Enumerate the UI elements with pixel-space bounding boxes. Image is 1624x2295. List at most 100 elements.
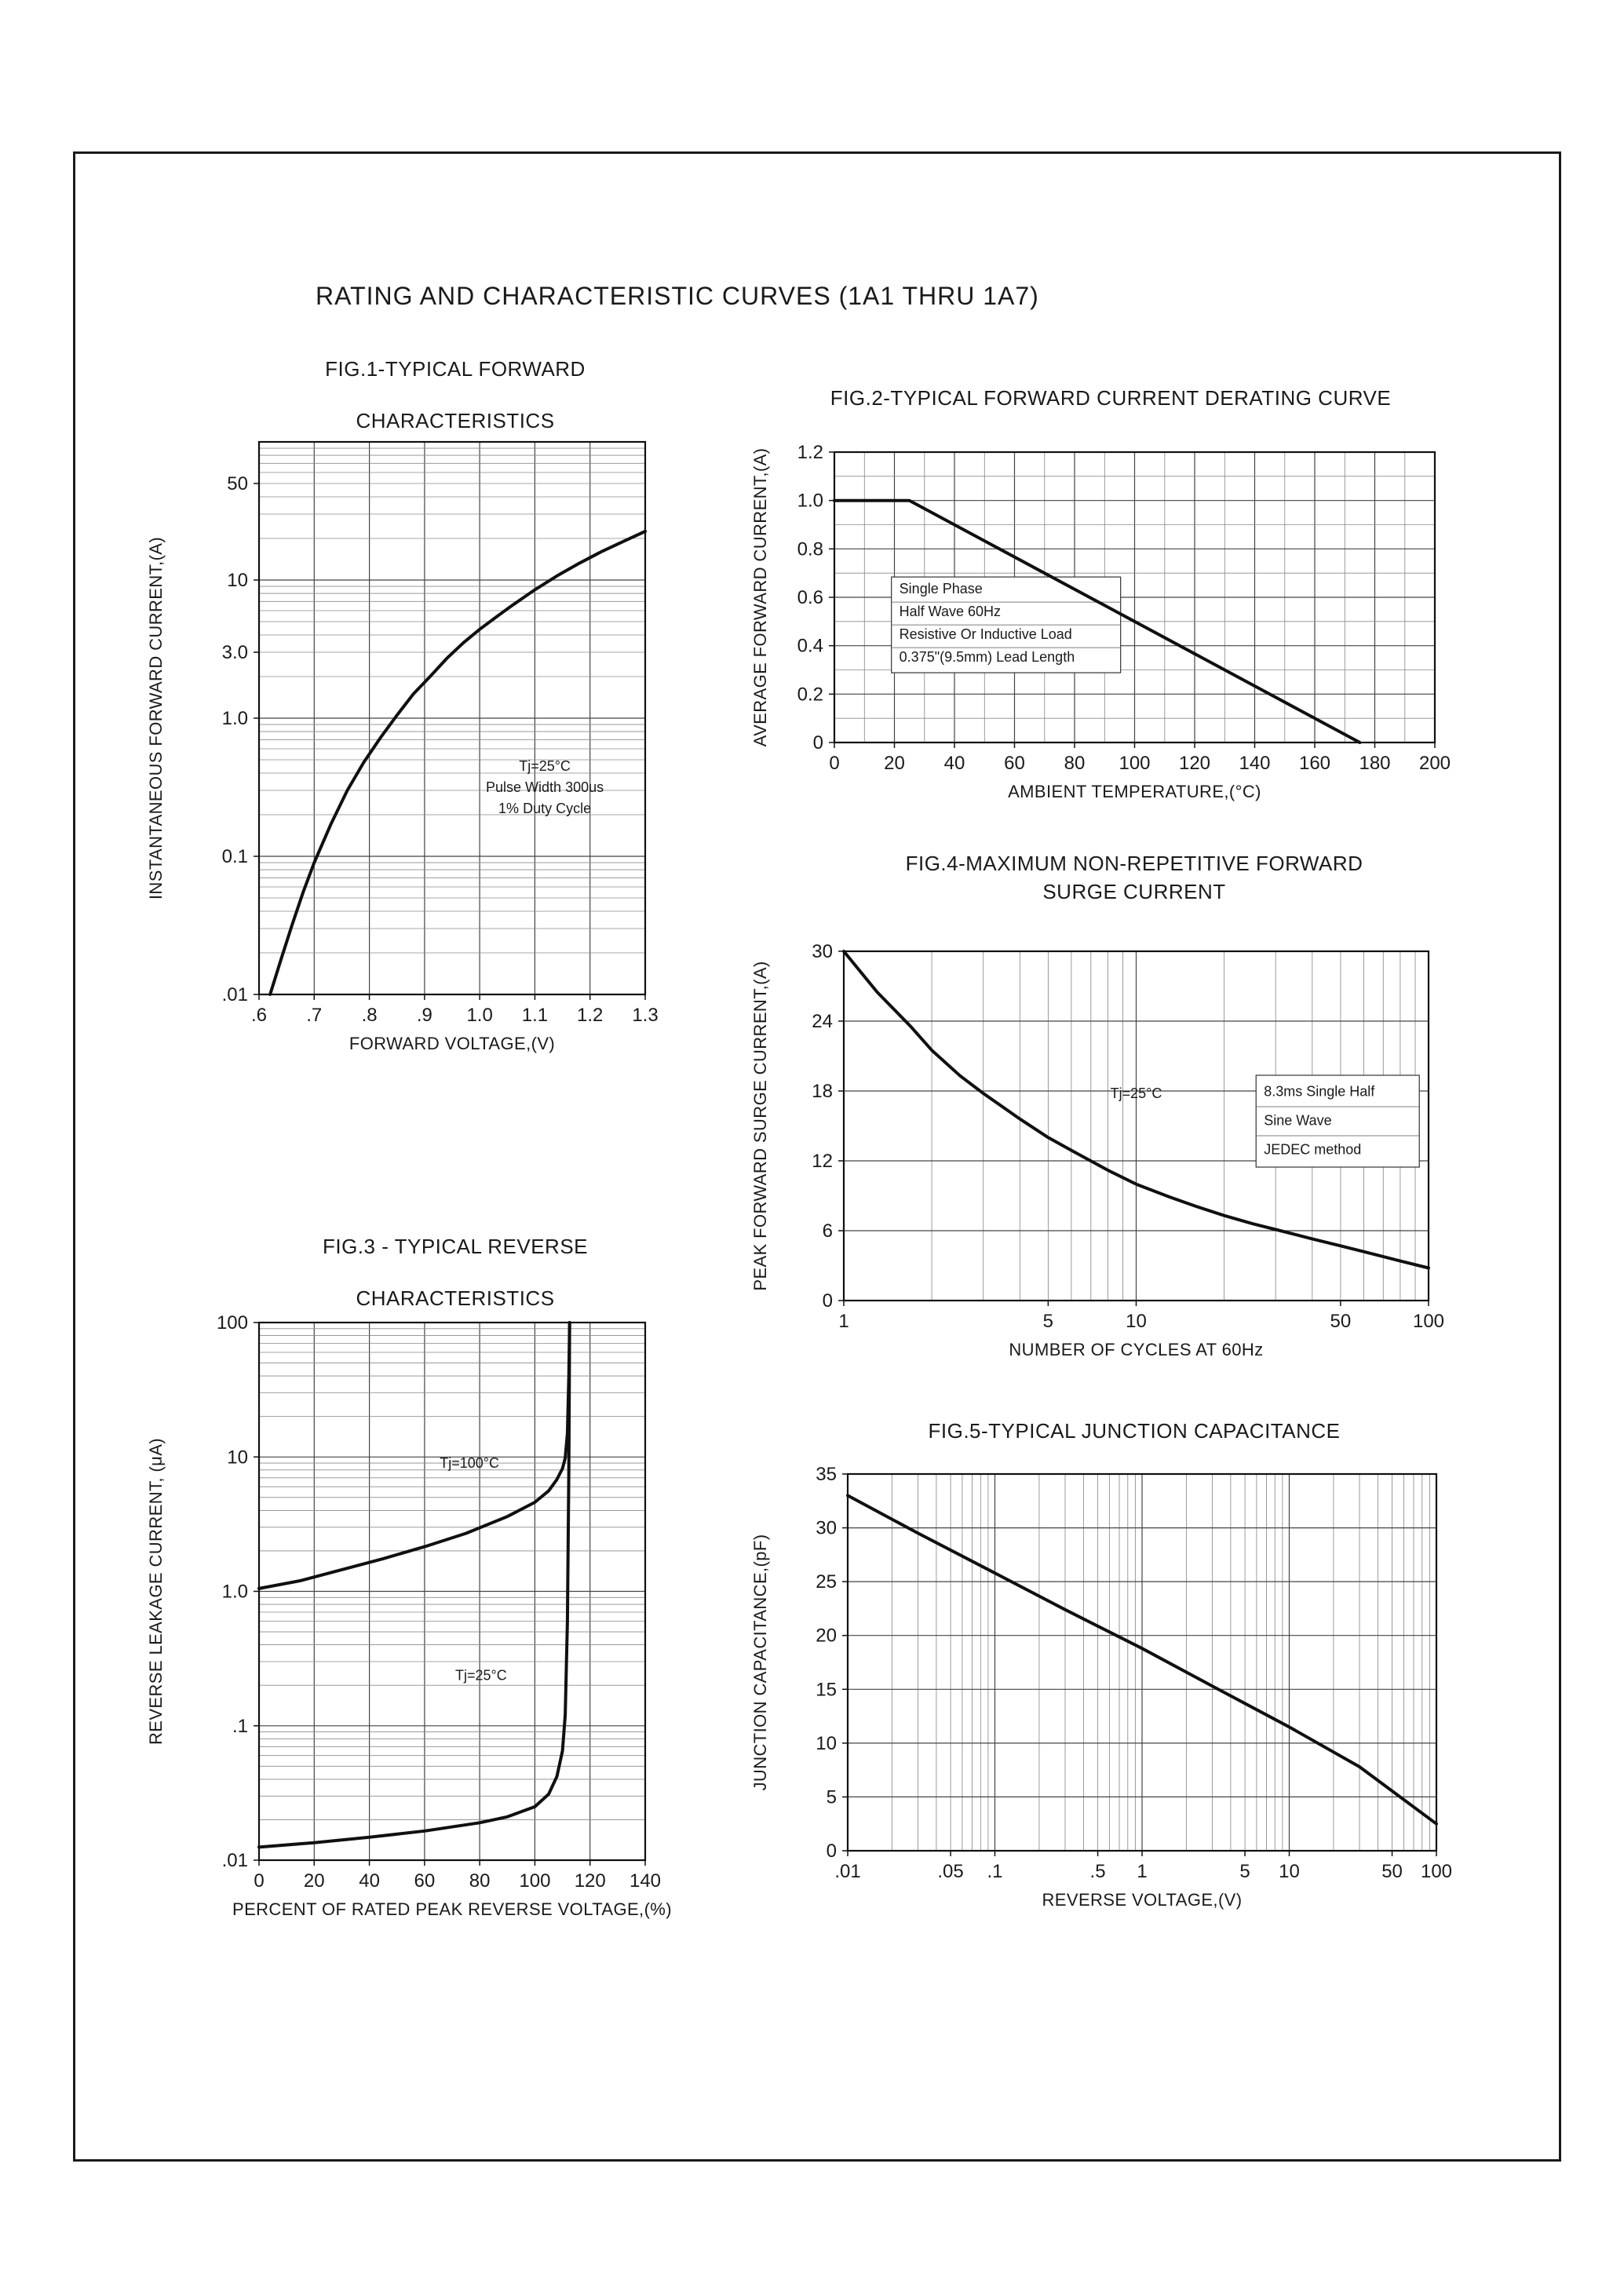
- x-axis-label: REVERSE VOLTAGE,(V): [1042, 1890, 1243, 1910]
- y-tick-label: .01: [222, 1850, 248, 1871]
- x-axis-label: NUMBER OF CYCLES AT 60Hz: [1009, 1340, 1263, 1359]
- y-tick-label: 12: [812, 1151, 833, 1172]
- x-tick-label: 0: [254, 1870, 264, 1892]
- fig3-reverse-characteristics-chart: Tj=100°C Tj=25°C 0 20 40 60 80 100 120 140 100 10 1.…: [146, 1312, 672, 1919]
- y-tick-label: 30: [816, 1518, 837, 1539]
- y-tick-label: 1.2: [797, 442, 823, 463]
- y-tick-label: 30: [812, 941, 833, 962]
- x-tick-label: 100: [1119, 753, 1150, 774]
- y-tick-label: 100: [217, 1312, 248, 1334]
- x-tick-label: 1.1: [522, 1005, 548, 1026]
- curve-Tj=100C-reverse: [257, 1321, 571, 1590]
- x-tick-label: 100: [1413, 1311, 1444, 1332]
- y-tick-label: .1: [232, 1716, 248, 1737]
- y-axis-label: REVERSE LEAKAGE CURRENT, (μA): [146, 1438, 166, 1745]
- fig2-title: FIG.2-TYPICAL FORWARD CURRENT DERATING C…: [830, 386, 1392, 410]
- curve-junction-capacitance: [846, 1494, 1438, 1826]
- y-tick-label: 10: [816, 1733, 837, 1754]
- x-tick-label: 0: [829, 753, 839, 774]
- x-tick-label: 60: [1004, 753, 1025, 774]
- x-tick-label: 140: [1239, 753, 1270, 774]
- annotation-text: Tj=25°C: [519, 758, 571, 774]
- y-axis-label: JUNCTION CAPACITANCE,(pF): [750, 1534, 770, 1791]
- x-tick-label: 5: [1043, 1311, 1053, 1332]
- x-tick-label: 20: [884, 753, 905, 774]
- annotation-text: Single Phase: [900, 581, 983, 597]
- fig4-surge-current-chart: Tj=25°C 8.3ms Single Half Sine Wave JEDEC m…: [750, 941, 1444, 1359]
- x-tick-label: 20: [304, 1870, 325, 1892]
- x-tick-label: .1: [987, 1861, 1002, 1882]
- x-tick-label: .05: [937, 1861, 963, 1882]
- fig4-title-line1: FIG.4-MAXIMUM NON-REPETITIVE FORWARD: [905, 852, 1363, 875]
- annotation-text: Sine Wave: [1264, 1113, 1331, 1129]
- x-tick-label: .01: [834, 1861, 860, 1882]
- x-tick-label: 120: [1179, 753, 1210, 774]
- x-tick-label: 1.2: [577, 1005, 603, 1026]
- fig2-derating-curve-chart: Single Phase Half Wave 60Hz Resistive Or I…: [750, 442, 1451, 801]
- x-tick-label: .6: [251, 1005, 267, 1026]
- y-tick-label: 0: [823, 1290, 833, 1312]
- fig1-title-line1: FIG.1-TYPICAL FORWARD: [325, 357, 586, 381]
- x-tick-label: 80: [469, 1870, 491, 1892]
- y-tick-label: 35: [816, 1464, 837, 1485]
- fig4-title-line2: SURGE CURRENT: [1042, 880, 1226, 903]
- x-axis-label: FORWARD VOLTAGE,(V): [349, 1034, 555, 1053]
- fig1-forward-characteristics-chart: Tj=25°C Pulse Width 300us 1% Duty Cycle .6.…: [146, 440, 659, 1053]
- curve-surge: [842, 950, 1430, 1270]
- x-tick-label: 140: [630, 1870, 661, 1892]
- y-tick-label: 1.0: [222, 1582, 248, 1603]
- y-tick-label: 5: [827, 1786, 837, 1808]
- x-tick-label: .9: [417, 1005, 432, 1026]
- x-tick-label: 10: [1279, 1861, 1300, 1882]
- y-tick-label: 18: [812, 1081, 833, 1102]
- y-tick-label: 0.6: [797, 587, 823, 608]
- annotation-text: Tj=100°C: [440, 1455, 499, 1471]
- y-axis-label: PEAK FORWARD SURGE CURRENT,(A): [750, 961, 770, 1290]
- y-tick-label: 15: [816, 1679, 837, 1700]
- fig1-title-line2: CHARACTERISTICS: [356, 409, 555, 432]
- x-tick-label: 100: [519, 1870, 550, 1892]
- page-title: RATING AND CHARACTERISTIC CURVES (1A1 TH…: [316, 282, 1039, 311]
- x-tick-label: 5: [1239, 1861, 1250, 1882]
- y-tick-label: 0.4: [797, 636, 823, 657]
- annotation-text: Tj=25°C: [455, 1668, 507, 1684]
- x-tick-label: 100: [1421, 1861, 1452, 1882]
- y-tick-label: 1.0: [222, 708, 248, 729]
- y-tick-label: 0.1: [222, 846, 248, 867]
- annotation-text: Resistive Or Inductive Load: [900, 626, 1072, 642]
- y-tick-label: 3.0: [222, 642, 248, 663]
- x-axis-label: PERCENT OF RATED PEAK REVERSE VOLTAGE,(%…: [232, 1899, 672, 1919]
- annotation-text: JEDEC method: [1264, 1142, 1361, 1158]
- annotation-text: Half Wave 60Hz: [900, 604, 1001, 619]
- y-tick-label: 10: [227, 570, 248, 591]
- x-tick-label: 40: [359, 1870, 380, 1892]
- y-tick-label: 25: [816, 1571, 837, 1593]
- curve-Tj=25C-forward: [268, 530, 647, 996]
- x-tick-label: 1.0: [466, 1005, 492, 1026]
- x-tick-label: 120: [575, 1870, 606, 1892]
- fig5-junction-capacitance-chart: .01.05.1.5 1 5 10 50 10005101520253035REVERSE…: [750, 1464, 1452, 1910]
- curve-Tj=25C-reverse: [257, 1321, 571, 1849]
- y-tick-label: 0.2: [797, 684, 823, 705]
- x-tick-label: .5: [1090, 1861, 1106, 1882]
- x-tick-label: 180: [1359, 753, 1390, 774]
- x-tick-label: 160: [1299, 753, 1330, 774]
- annotation-text: 0.375"(9.5mm) Lead Length: [900, 649, 1075, 665]
- y-tick-label: 0: [813, 732, 823, 753]
- annotation-box: [1255, 1075, 1420, 1168]
- annotation-text: Tj=25°C: [1111, 1085, 1162, 1101]
- x-tick-label: 10: [1126, 1311, 1147, 1332]
- x-tick-label: 1: [1137, 1861, 1147, 1882]
- fig5-title: FIG.5-TYPICAL JUNCTION CAPACITANCE: [928, 1419, 1341, 1443]
- page-border: [73, 151, 1561, 2162]
- y-tick-label: 0.8: [797, 538, 823, 560]
- x-tick-label: .7: [306, 1005, 322, 1026]
- x-tick-label: .8: [362, 1005, 378, 1026]
- y-tick-label: 6: [823, 1220, 833, 1242]
- annotation-text: 8.3ms Single Half: [1264, 1084, 1375, 1100]
- fig3-title-line2: CHARACTERISTICS: [356, 1286, 555, 1310]
- y-tick-label: 10: [227, 1447, 248, 1468]
- fig3-title-line1: FIG.3 - TYPICAL REVERSE: [322, 1235, 589, 1258]
- x-tick-label: 200: [1419, 753, 1451, 774]
- annotation-text: 1% Duty Cycle: [498, 801, 591, 816]
